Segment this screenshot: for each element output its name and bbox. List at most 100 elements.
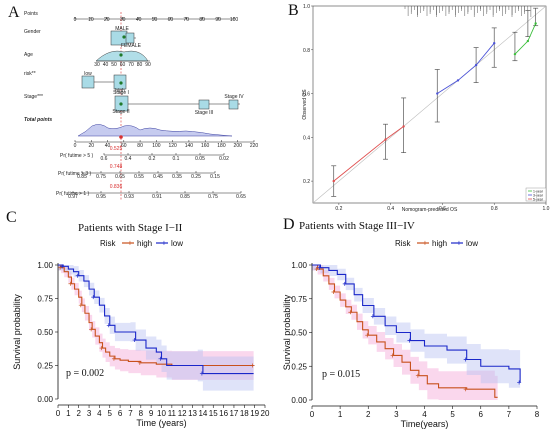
- x-tick-label: 0.4: [387, 206, 394, 212]
- censor-mark-high: [415, 373, 420, 378]
- risk-box-low: [81, 75, 95, 89]
- stage-box-4: [228, 99, 239, 110]
- points-tick-label: 40: [136, 17, 142, 23]
- total-tick-label: 120: [168, 143, 177, 149]
- censor-mark-high: [78, 303, 83, 308]
- x-tick-label: 11: [168, 409, 177, 418]
- row-label-stage: Stage***: [24, 94, 43, 100]
- y-tick-label: 0.25: [291, 362, 307, 371]
- points-tick-label: 10: [88, 17, 94, 23]
- total-tick-label: 160: [201, 143, 210, 149]
- age-tick-label: 70: [128, 62, 134, 68]
- x-tick-label: 8: [139, 409, 144, 418]
- x-tick-label: 14: [198, 409, 207, 418]
- confidence-band-low: [58, 265, 254, 394]
- pred-tick-label-one: 0.85: [180, 194, 190, 200]
- pred-tick-label-five: 0.05: [195, 156, 205, 162]
- total-tick-label: 220: [250, 143, 259, 149]
- calibration-point-3-year: [493, 42, 496, 45]
- gender-label-female: FEMALE: [121, 43, 142, 49]
- censor-mark-low: [106, 323, 111, 328]
- row-label-total: Total points: [24, 117, 52, 123]
- pred-tick-label-five: 0.02: [219, 156, 229, 162]
- x-tick-label: 20: [261, 409, 270, 418]
- pred-tick-label-three: 0.45: [153, 174, 163, 180]
- x-tick-label: 10: [157, 409, 166, 418]
- censor-mark-low: [370, 314, 375, 319]
- calibration-point-5-year: [384, 138, 387, 141]
- pred-tick-label-one: 0.91: [152, 194, 162, 200]
- y-tick-label: 0.4: [303, 135, 310, 141]
- survival-curve-high: [312, 264, 498, 398]
- censor-mark-low: [463, 357, 468, 362]
- row-label-points: Points: [24, 11, 38, 17]
- points-tick-label: 90: [215, 17, 221, 23]
- x-tick-label: 12: [178, 409, 187, 418]
- total-tick-label: 40: [105, 143, 111, 149]
- censor-mark-low: [317, 265, 322, 270]
- x-tick-label: 1: [66, 409, 71, 418]
- censor-mark-low: [342, 281, 347, 286]
- legend-label-low: low: [466, 239, 478, 248]
- panel-a: A Points Gender Age risk** Stage*** Total poi…: [8, 4, 258, 200]
- points-tick-label: 80: [199, 17, 205, 23]
- km-plot-stage-3-4: Risk + high + low 0.00 0.25 0.50 0.75 1.00 0 1 2 3 4 5 6…: [282, 239, 540, 429]
- x-tick-label: 15: [209, 409, 218, 418]
- panel-c-pvalue: p = 0.002: [66, 368, 104, 379]
- pred-tick-label-five: 0.4: [125, 156, 132, 162]
- x-tick-label: 7: [128, 409, 133, 418]
- calibration-line-3-year: [437, 42, 495, 94]
- nomogram: Points Gender Age risk** Stage*** Total point…: [24, 11, 258, 200]
- y-axis-title: Survival probability: [12, 294, 22, 370]
- survival-curve-low: [58, 264, 254, 375]
- x-tick-label: 13: [188, 409, 197, 418]
- pred-tick-label-three: 0.55: [134, 174, 144, 180]
- censor-mark-low: [199, 371, 204, 376]
- censor-mark-high: [89, 327, 94, 332]
- pred-tick-label-three: 0.85: [77, 174, 87, 180]
- x-tick-label: 5: [450, 410, 455, 419]
- total-tick-label: 140: [185, 143, 194, 149]
- y-tick-label: 0.00: [291, 396, 307, 405]
- stage-label-1: Stage I: [113, 90, 129, 96]
- x-tick-label: 1.0: [543, 206, 550, 212]
- age-tick-label: 90: [145, 62, 151, 68]
- points-tick-label: 60: [168, 17, 174, 23]
- censor-mark-high: [463, 387, 468, 392]
- panel-d-pvalue: p = 0.015: [322, 369, 360, 380]
- x-tick-label: 2: [366, 410, 371, 419]
- y-tick-label: 0.25: [37, 362, 53, 371]
- calibration-point-3-year: [436, 92, 439, 95]
- stage-label-3: Stage III: [195, 110, 214, 116]
- y-tick-label: 0.00: [37, 395, 53, 404]
- panel-d-title: Patients with Stage III−IV: [299, 220, 415, 232]
- age-tick-label: 40: [103, 62, 109, 68]
- y-axis-title: Survival probability: [282, 294, 292, 370]
- legend-label: 1-year: [533, 190, 544, 194]
- censor-mark-high: [68, 281, 73, 286]
- censor-mark-high: [250, 363, 255, 368]
- total-tick-label: 100: [152, 143, 161, 149]
- legend-marker-low: +: [162, 239, 167, 248]
- y-axis-title: Observed OS: [302, 89, 308, 120]
- calibration-point-1-year: [534, 22, 537, 25]
- y-tick-label: 0.2: [303, 179, 310, 185]
- pred-tick-label-one: 0.93: [124, 194, 134, 200]
- x-tick-label: 1: [338, 410, 343, 419]
- censor-mark-low: [91, 295, 96, 300]
- censor-mark-high: [314, 267, 319, 272]
- x-tick-label: 2: [76, 409, 81, 418]
- panel-c-letter: C: [6, 209, 17, 226]
- censor-mark-high: [390, 353, 395, 358]
- age-point: [119, 53, 123, 57]
- censor-mark-high: [137, 360, 142, 365]
- row-label-pred5: Pr( futime > 5 ): [60, 153, 94, 159]
- x-tick-label: 0.6: [439, 206, 446, 212]
- panel-b: B 0.2 0.4 0.6 0.8 1.0 0.2 0.4 0.6 0.8 1.0 Nomogram…: [288, 2, 550, 213]
- confidence-band-high: [312, 265, 498, 400]
- censor-mark-low: [60, 264, 65, 269]
- legend-label-high: high: [137, 239, 152, 248]
- pred-tick-label-five: 0.1: [173, 156, 180, 162]
- stage-label-4: Stage IV: [224, 94, 244, 100]
- pred-value-one: 0.836: [110, 184, 123, 190]
